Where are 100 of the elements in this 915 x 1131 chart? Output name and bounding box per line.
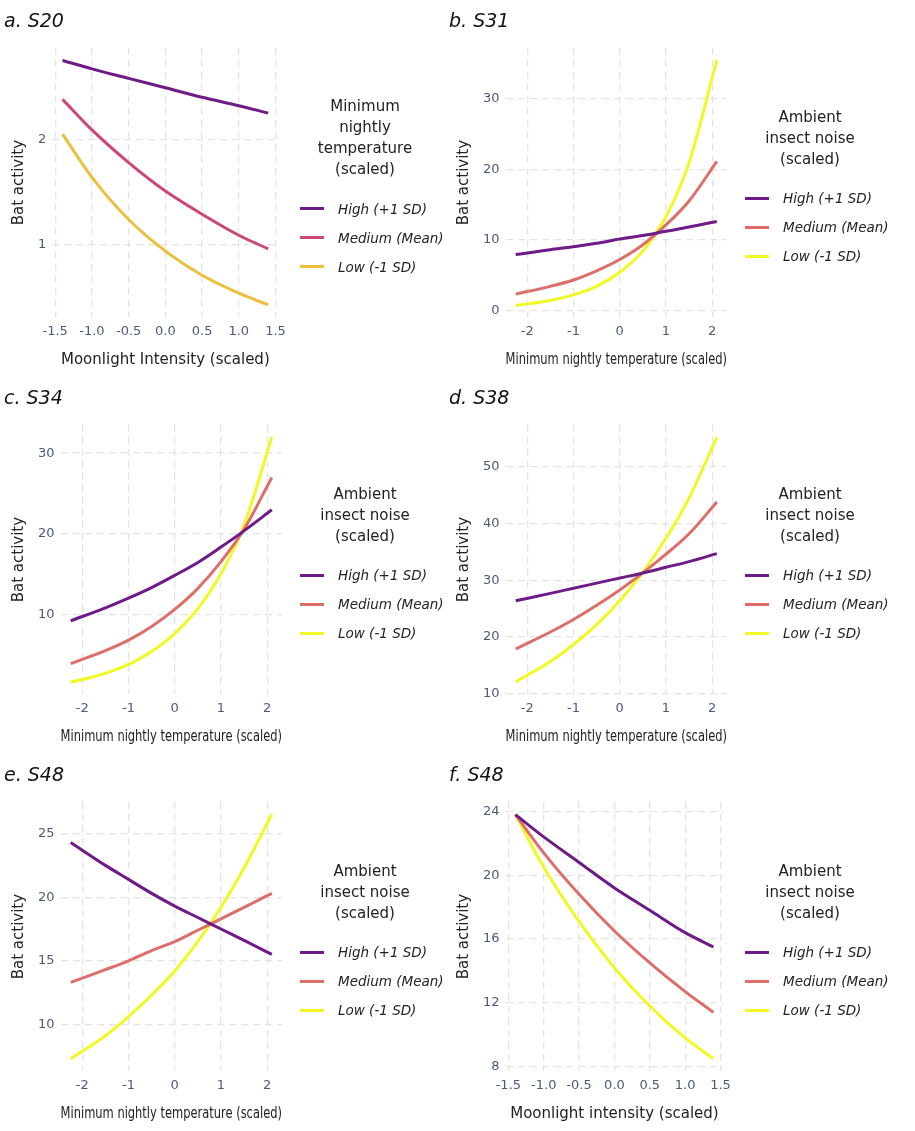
line-series bbox=[514, 551, 719, 602]
y-tick-label: 30 bbox=[483, 571, 500, 587]
legend-label: Low (-1 SD) bbox=[783, 625, 862, 641]
line-series bbox=[69, 891, 274, 984]
chart-title: d. S38 bbox=[449, 385, 510, 408]
legend-label: Medium (Mean) bbox=[338, 973, 444, 989]
legend-label: High (+1 SD) bbox=[338, 944, 428, 960]
x-tick-label: -0.5 bbox=[115, 322, 142, 338]
x-tick-label: 2 bbox=[263, 699, 272, 715]
x-tick-label: 1.5 bbox=[265, 322, 286, 338]
legend-label: High (+1 SD) bbox=[338, 200, 428, 217]
line-series bbox=[61, 58, 270, 115]
y-tick-label: 30 bbox=[38, 444, 55, 460]
legend-label: Medium (Mean) bbox=[783, 596, 889, 612]
x-axis-title: Minimum nightly temperature (scaled) bbox=[505, 349, 727, 367]
x-tick-label: 0 bbox=[615, 699, 624, 715]
legend-label: Low (-1 SD) bbox=[783, 1002, 862, 1018]
x-axis-title: Minimum nightly temperature (scaled) bbox=[505, 726, 727, 744]
y-tick-label: 20 bbox=[38, 888, 55, 904]
y-tick-label: 50 bbox=[483, 457, 500, 473]
chart-title: c. S34 bbox=[4, 385, 63, 408]
x-axis-title: Moonlight Intensity (scaled) bbox=[61, 349, 270, 368]
line-series bbox=[514, 219, 719, 256]
legend-label: Low (-1 SD) bbox=[338, 625, 417, 641]
x-axis-title: Minimum nightly temperature (scaled) bbox=[60, 1103, 282, 1121]
x-tick-label: 0.5 bbox=[191, 322, 213, 338]
line-series bbox=[514, 57, 719, 307]
chart-title: b. S31 bbox=[449, 8, 510, 31]
y-tick-label: 8 bbox=[491, 1057, 500, 1073]
legend-label: High (+1 SD) bbox=[338, 567, 428, 583]
y-axis-title: Bat activity bbox=[8, 516, 27, 602]
y-axis-title: Bat activity bbox=[453, 516, 472, 602]
x-axis-title: Minimum nightly temperature (scaled) bbox=[60, 726, 282, 744]
x-tick-label: 2 bbox=[708, 699, 717, 715]
x-tick-label: 1.5 bbox=[710, 1076, 731, 1092]
x-tick-label: 1 bbox=[661, 322, 671, 338]
legend-label: Low (-1 SD) bbox=[338, 1002, 417, 1018]
line-series bbox=[69, 840, 274, 956]
line-series bbox=[69, 507, 274, 622]
y-tick-label: 20 bbox=[483, 866, 500, 882]
x-tick-label: -1 bbox=[567, 699, 580, 715]
legend-label: Low (-1 SD) bbox=[338, 258, 417, 275]
x-tick-label: -1 bbox=[122, 1076, 135, 1092]
y-axis-title: Bat activity bbox=[8, 893, 27, 979]
y-tick-label: 0 bbox=[491, 301, 500, 317]
y-tick-label: 24 bbox=[483, 802, 500, 818]
y-axis-title: Bat activity bbox=[8, 139, 27, 225]
x-axis-title: Moonlight intensity (scaled) bbox=[510, 1103, 719, 1122]
legend-label: High (+1 SD) bbox=[783, 567, 873, 583]
x-tick-label: -1 bbox=[122, 699, 135, 715]
line-series bbox=[514, 159, 719, 296]
chart-title: e. S48 bbox=[4, 762, 65, 785]
y-tick-label: 10 bbox=[483, 684, 500, 700]
x-tick-label: 0.0 bbox=[155, 322, 176, 338]
line-series bbox=[514, 499, 719, 650]
legend-label: Medium (Mean) bbox=[338, 229, 444, 246]
y-tick-label: 25 bbox=[38, 824, 55, 840]
x-tick-label: 1 bbox=[216, 1076, 226, 1092]
y-tick-label: 2 bbox=[37, 130, 47, 146]
y-tick-label: 20 bbox=[483, 627, 500, 643]
legend-title: Ambient insect noise (scaled) bbox=[764, 483, 856, 547]
line-series bbox=[513, 812, 715, 1014]
legend-label: High (+1 SD) bbox=[783, 944, 873, 960]
x-tick-label: -2 bbox=[75, 1076, 89, 1092]
x-tick-label: 0 bbox=[170, 699, 179, 715]
x-tick-label: 1 bbox=[216, 699, 226, 715]
legend-label: High (+1 SD) bbox=[783, 190, 873, 206]
legend-title: Ambient insect noise (scaled) bbox=[764, 106, 856, 170]
legend-title: Minimum nightly temperature (scaled) bbox=[316, 96, 414, 180]
x-tick-label: -1.0 bbox=[531, 1076, 557, 1092]
y-tick-label: 10 bbox=[483, 230, 500, 246]
x-tick-label: 2 bbox=[708, 322, 717, 338]
y-tick-label: 30 bbox=[483, 89, 500, 105]
line-series bbox=[69, 434, 274, 684]
x-tick-label: 0 bbox=[170, 1076, 179, 1092]
x-tick-label: -1.5 bbox=[42, 322, 68, 338]
x-tick-label: 2 bbox=[263, 1076, 272, 1092]
y-tick-label: 16 bbox=[483, 929, 500, 945]
line-series bbox=[61, 97, 270, 250]
legend-title: Ambient insect noise (scaled) bbox=[319, 860, 411, 924]
line-series bbox=[513, 812, 715, 948]
x-tick-label: 0.5 bbox=[639, 1076, 661, 1092]
x-tick-label: -1 bbox=[567, 322, 580, 338]
x-tick-label: 1 bbox=[661, 699, 671, 715]
line-series bbox=[69, 475, 274, 665]
x-tick-label: -2 bbox=[520, 322, 534, 338]
y-tick-label: 1 bbox=[37, 235, 47, 251]
x-tick-label: 0.0 bbox=[604, 1076, 625, 1092]
x-tick-label: 0 bbox=[615, 322, 624, 338]
y-tick-label: 10 bbox=[38, 605, 55, 621]
y-tick-label: 20 bbox=[38, 524, 55, 540]
x-tick-label: 1.0 bbox=[228, 322, 250, 338]
chart-title: f. S48 bbox=[449, 762, 504, 785]
legend-title: Ambient insect noise (scaled) bbox=[764, 860, 856, 924]
x-tick-label: -2 bbox=[75, 699, 89, 715]
y-axis-title: Bat activity bbox=[453, 139, 472, 225]
y-tick-label: 40 bbox=[483, 514, 500, 530]
x-tick-label: -2 bbox=[520, 699, 534, 715]
line-series bbox=[61, 132, 270, 306]
y-tick-label: 10 bbox=[38, 1015, 55, 1031]
